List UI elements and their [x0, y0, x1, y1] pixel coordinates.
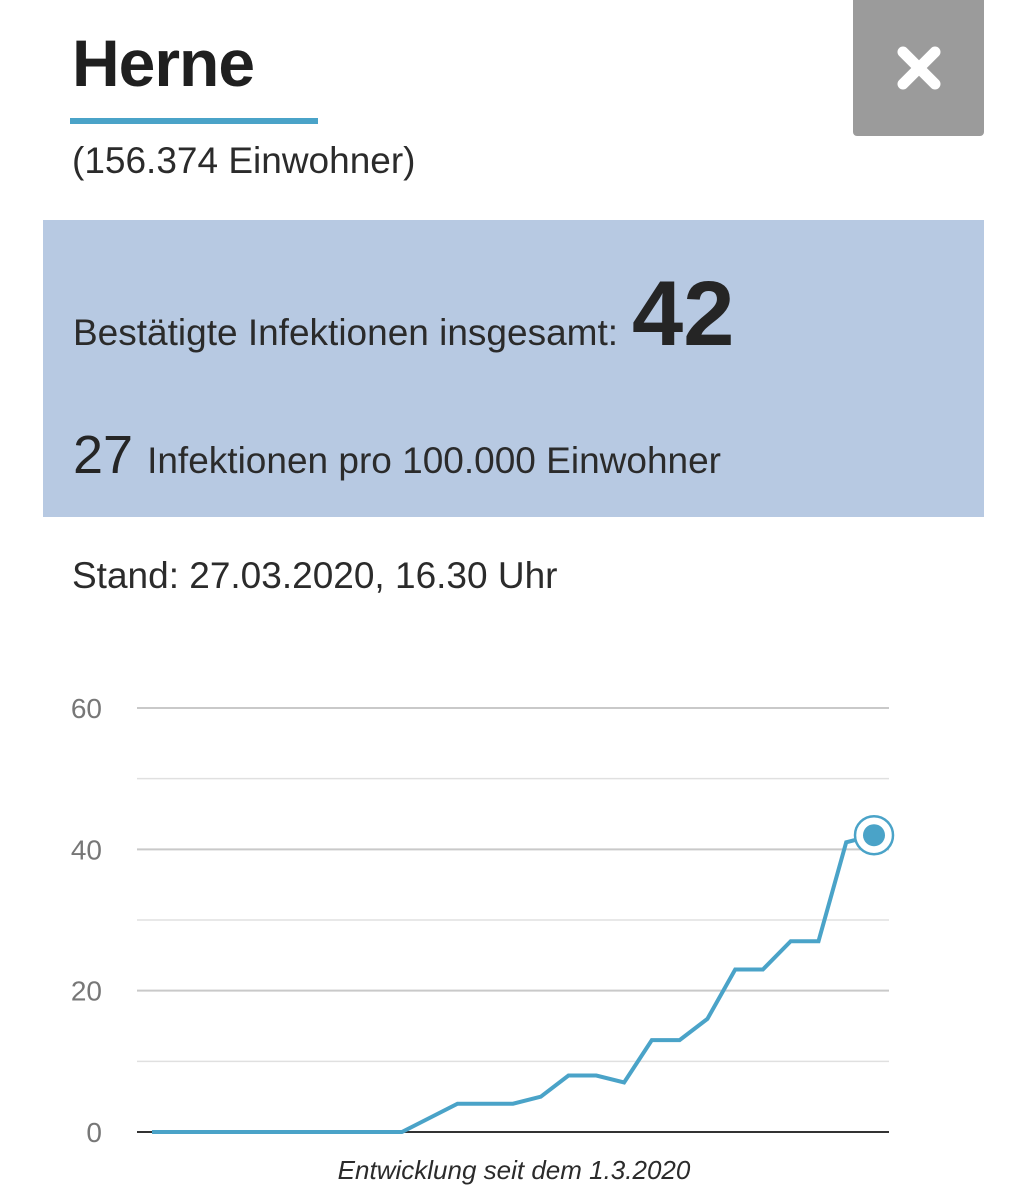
- data-point: [511, 1102, 515, 1106]
- data-point: [206, 1130, 210, 1134]
- timestamp-text: Stand: 27.03.2020, 16.30 Uhr: [72, 555, 558, 596]
- data-point: [594, 1073, 598, 1077]
- close-icon[interactable]: [896, 45, 942, 91]
- data-points: [150, 833, 876, 1134]
- close-button[interactable]: [853, 0, 984, 136]
- stats-panel: Bestätigte Infektionen insgesamt: 42 27 …: [43, 220, 984, 517]
- y-tick-labels: 0 20 40 60: [71, 693, 102, 1148]
- series-line: [152, 833, 875, 1134]
- data-point: [844, 840, 848, 844]
- infections-chart: 0 20 40 60 Entwicklung seit dem 1.3.2020: [0, 660, 1027, 1200]
- data-point: [733, 967, 737, 971]
- title-underline: [70, 118, 318, 124]
- data-point: [178, 1130, 182, 1134]
- y-tick-label: 40: [71, 834, 102, 865]
- data-point: [816, 939, 820, 943]
- last-point-dot: [863, 824, 885, 847]
- total-infections-row: Bestätigte Infektionen insgesamt: 42: [73, 268, 734, 360]
- grid-layer: [137, 707, 889, 1063]
- chart-svg: 0 20 40 60 Entwicklung seit dem 1.3.2020: [71, 693, 895, 1185]
- data-point: [789, 939, 793, 943]
- data-point: [483, 1102, 487, 1106]
- infection-rate-value: 27: [73, 425, 134, 485]
- data-point: [233, 1130, 237, 1134]
- data-point: [650, 1038, 654, 1042]
- data-point: [400, 1130, 404, 1134]
- total-infections-value: 42: [632, 263, 735, 365]
- city-title: Herne: [72, 26, 255, 100]
- data-point: [678, 1038, 682, 1042]
- data-point: [761, 967, 765, 971]
- data-point: [428, 1116, 432, 1120]
- data-point: [289, 1130, 293, 1134]
- x-axis-label: Entwicklung seit dem 1.3.2020: [338, 1155, 691, 1185]
- data-point: [261, 1130, 265, 1134]
- total-infections-label: Bestätigte Infektionen insgesamt:: [73, 312, 619, 353]
- data-point: [622, 1081, 626, 1085]
- y-tick-label: 60: [71, 693, 102, 724]
- data-point: [317, 1130, 321, 1134]
- infection-rate-row: 27 Infektionen pro 100.000 Einwohner: [73, 428, 721, 482]
- data-point: [567, 1073, 571, 1077]
- population-text: (156.374 Einwohner): [72, 140, 416, 181]
- data-point: [705, 1017, 709, 1021]
- data-point: [455, 1102, 459, 1106]
- data-point: [372, 1130, 376, 1134]
- data-point: [150, 1130, 154, 1134]
- y-tick-label: 20: [71, 976, 102, 1007]
- y-tick-label: 0: [86, 1117, 102, 1148]
- infection-rate-label: Infektionen pro 100.000 Einwohner: [147, 440, 721, 481]
- data-point: [539, 1095, 543, 1099]
- data-point: [344, 1130, 348, 1134]
